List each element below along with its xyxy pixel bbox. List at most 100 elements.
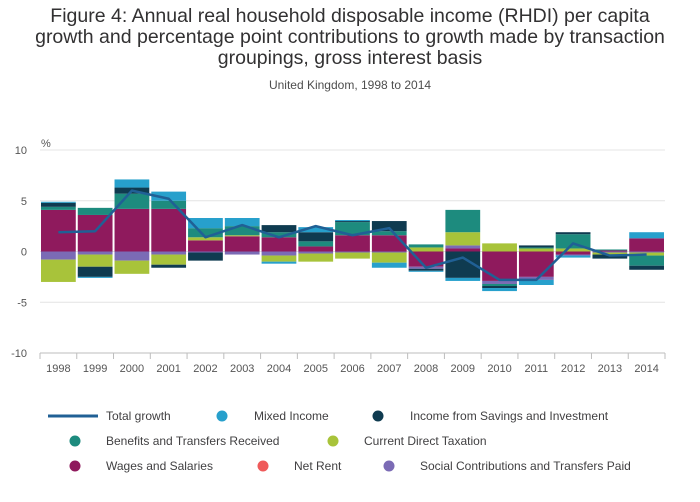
y-tick-label: 10 [15, 145, 27, 157]
bar-segment [151, 208, 187, 252]
bar-segment [371, 221, 407, 232]
legend-label: Net Rent [294, 459, 342, 473]
bar-segment [151, 251, 187, 255]
bar-segment [482, 243, 517, 252]
bar-segment [261, 251, 297, 256]
bar-segment [335, 221, 370, 223]
bar-segment [188, 251, 223, 253]
bar-segment [41, 251, 76, 260]
bar-segment [371, 231, 407, 236]
total-growth-line [58, 189, 647, 282]
bar-segment [629, 265, 664, 270]
bar-segment [592, 251, 628, 253]
bar-segment [298, 232, 334, 242]
y-tick-label: 0 [21, 247, 27, 259]
bar-segment [482, 283, 517, 287]
x-tick-label: 2014 [634, 363, 658, 375]
bar-segment [224, 236, 260, 252]
bar-segment [151, 191, 187, 201]
bar-segment [371, 252, 407, 263]
bar-segment [188, 240, 223, 252]
bar-segment [518, 247, 554, 249]
bar-segment [482, 280, 517, 284]
bar-segment [188, 252, 223, 261]
y-tick-label: 5 [21, 196, 27, 208]
x-tick-label: 2001 [156, 363, 180, 375]
bar-segment [77, 214, 113, 252]
bar-segment [408, 244, 444, 248]
bar-segment [335, 251, 370, 253]
bar-segment [224, 218, 260, 227]
x-tick-label: 2006 [340, 363, 364, 375]
y-tick-label: -10 [11, 348, 27, 360]
bar-segment [298, 227, 334, 233]
x-tick-label: 2002 [193, 363, 217, 375]
bar-segment [298, 251, 334, 254]
legend-swatch-dot [257, 460, 269, 472]
bar-segment [408, 270, 444, 272]
bar-segment [261, 237, 297, 252]
chart-title-line-1: Figure 4: Annual real household disposab… [50, 5, 650, 27]
bar-segment [629, 255, 664, 266]
bar-segment [151, 264, 187, 268]
x-tick-label: 2011 [524, 363, 548, 375]
bar-segment [445, 232, 481, 246]
bar-segment [371, 251, 407, 253]
bar-segment [335, 220, 370, 222]
bar-segment [77, 207, 113, 215]
bar-segment [482, 286, 517, 289]
axes: -10 -5 0 5 10% 1998 1999 2000 2001 2002 2003 2004 20… [11, 138, 666, 375]
x-tick-label: 2003 [230, 363, 254, 375]
bar-segment [445, 245, 481, 249]
legend-swatch-dot [216, 410, 228, 422]
bar-segment [629, 251, 664, 253]
bar-segment [41, 201, 76, 203]
bar-segment [261, 225, 297, 233]
bar-segment [592, 250, 628, 252]
bar-segment [298, 246, 334, 252]
bar-segment [188, 237, 223, 241]
bar-segment [41, 259, 76, 282]
bar-segment [629, 252, 664, 256]
bar-segment [408, 268, 444, 271]
bar-segment [224, 251, 260, 255]
bar-segment [261, 232, 297, 238]
bar-segment [371, 262, 407, 268]
x-tick-label: 2009 [451, 363, 475, 375]
bars [41, 179, 664, 292]
x-tick-label: 2004 [267, 363, 291, 375]
bar-segment [408, 251, 444, 267]
bar-segment [77, 254, 113, 267]
legend-swatch-dot [327, 435, 339, 447]
bar-segment [261, 255, 297, 262]
bar-segment [114, 179, 150, 188]
bar-segment [592, 252, 628, 255]
bar-segment [555, 232, 591, 235]
chart-subtitle: United Kingdom, 1998 to 2014 [268, 78, 432, 92]
y-unit-label: % [41, 138, 51, 150]
bar-segment [77, 276, 113, 278]
legend-label: Benefits and Transfers Received [106, 434, 279, 448]
bar-segment [518, 245, 554, 248]
bar-segment [555, 255, 591, 258]
x-tick-label: 2008 [414, 363, 438, 375]
total-growth-line-group [58, 189, 647, 282]
chart-title-line-3: groupings, gross interest basis [217, 47, 483, 69]
bar-segment [261, 261, 297, 264]
y-tick-label: -5 [17, 297, 27, 309]
bar-segment [445, 277, 481, 281]
legend: Total growth Mixed Income Income from Savi… [48, 409, 631, 473]
legend-swatch-dot [69, 435, 81, 447]
bar-segment [629, 238, 664, 252]
bar-segment [518, 279, 554, 285]
bar-segment [335, 235, 370, 252]
bar-segment [77, 251, 113, 255]
x-tick-label: 2013 [598, 363, 622, 375]
bar-segment [41, 202, 76, 207]
bar-segment [445, 209, 481, 233]
bar-segment [298, 253, 334, 262]
x-tick-label: 1998 [46, 363, 70, 375]
bar-segment [555, 251, 591, 255]
bar-segment [555, 254, 591, 256]
x-tick-label: 2000 [120, 363, 144, 375]
